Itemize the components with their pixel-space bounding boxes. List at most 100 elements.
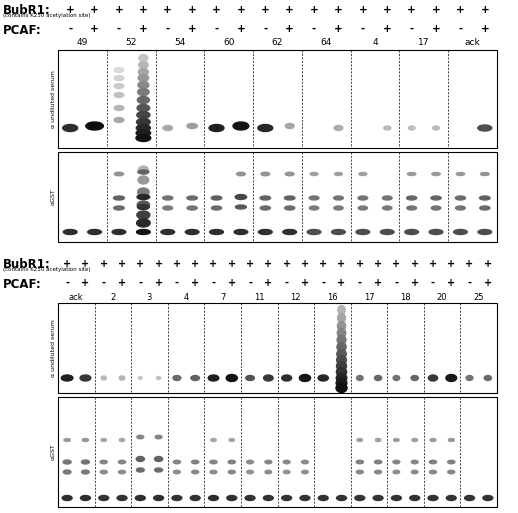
Ellipse shape xyxy=(283,229,296,234)
Text: -: - xyxy=(248,278,252,288)
Text: +: + xyxy=(411,259,419,269)
Ellipse shape xyxy=(336,373,347,383)
Text: 7: 7 xyxy=(220,293,225,302)
Ellipse shape xyxy=(61,375,73,381)
Text: 17: 17 xyxy=(418,38,429,47)
Text: -: - xyxy=(410,24,414,34)
Ellipse shape xyxy=(137,105,150,111)
Ellipse shape xyxy=(187,206,197,210)
Ellipse shape xyxy=(393,460,400,464)
Ellipse shape xyxy=(192,460,199,464)
Ellipse shape xyxy=(375,376,382,381)
Ellipse shape xyxy=(138,176,149,184)
Ellipse shape xyxy=(407,206,416,210)
Text: -: - xyxy=(468,278,471,288)
Ellipse shape xyxy=(309,196,319,200)
Ellipse shape xyxy=(136,134,151,142)
Text: -: - xyxy=(358,278,362,288)
Text: -: - xyxy=(431,278,435,288)
Ellipse shape xyxy=(336,379,347,387)
Ellipse shape xyxy=(480,196,490,200)
Text: (contains K250 acetylation site): (contains K250 acetylation site) xyxy=(3,13,91,18)
Text: +: + xyxy=(374,278,382,288)
Ellipse shape xyxy=(63,470,71,474)
Ellipse shape xyxy=(260,196,270,200)
Text: -: - xyxy=(117,24,121,34)
Ellipse shape xyxy=(136,129,151,136)
Ellipse shape xyxy=(466,376,473,381)
Text: +: + xyxy=(301,259,309,269)
Text: -: - xyxy=(65,278,69,288)
Text: +: + xyxy=(285,24,294,34)
Ellipse shape xyxy=(394,439,399,442)
Ellipse shape xyxy=(478,229,492,234)
Text: 4: 4 xyxy=(183,293,189,302)
Text: +: + xyxy=(431,5,440,15)
Ellipse shape xyxy=(245,496,255,501)
Ellipse shape xyxy=(300,496,310,501)
Text: +: + xyxy=(310,5,319,15)
Text: 3: 3 xyxy=(147,293,152,302)
Text: +: + xyxy=(334,24,343,34)
Ellipse shape xyxy=(412,439,418,442)
Text: 17: 17 xyxy=(364,293,375,302)
Ellipse shape xyxy=(335,172,342,175)
Ellipse shape xyxy=(210,470,217,473)
Ellipse shape xyxy=(80,375,91,381)
Ellipse shape xyxy=(139,62,148,69)
Ellipse shape xyxy=(408,126,415,130)
Text: +: + xyxy=(358,5,367,15)
Bar xyxy=(58,303,497,393)
Ellipse shape xyxy=(119,439,125,442)
Ellipse shape xyxy=(411,460,418,464)
Ellipse shape xyxy=(431,206,441,210)
Text: ack: ack xyxy=(465,38,481,47)
Ellipse shape xyxy=(448,470,455,473)
Ellipse shape xyxy=(309,206,319,210)
Ellipse shape xyxy=(114,117,124,123)
Ellipse shape xyxy=(356,470,363,473)
Ellipse shape xyxy=(138,166,148,174)
Ellipse shape xyxy=(88,229,102,234)
Ellipse shape xyxy=(430,439,436,442)
Text: +: + xyxy=(246,259,254,269)
Ellipse shape xyxy=(285,124,294,128)
Ellipse shape xyxy=(484,376,492,381)
Ellipse shape xyxy=(137,229,150,234)
Ellipse shape xyxy=(173,376,181,381)
Ellipse shape xyxy=(380,229,394,234)
Text: +: + xyxy=(99,259,108,269)
Ellipse shape xyxy=(284,196,295,200)
Text: 4: 4 xyxy=(372,38,378,47)
Text: -: - xyxy=(394,278,398,288)
Text: +: + xyxy=(261,5,270,15)
Text: +: + xyxy=(154,278,163,288)
Text: +: + xyxy=(163,5,172,15)
Ellipse shape xyxy=(155,468,163,472)
Ellipse shape xyxy=(411,376,419,381)
Text: -: - xyxy=(138,278,142,288)
Ellipse shape xyxy=(357,439,363,442)
Text: +: + xyxy=(139,5,148,15)
Ellipse shape xyxy=(336,384,347,392)
Text: +: + xyxy=(356,259,364,269)
Ellipse shape xyxy=(154,457,163,462)
Text: 60: 60 xyxy=(223,38,235,47)
Ellipse shape xyxy=(483,496,493,501)
Ellipse shape xyxy=(338,306,346,314)
Text: +: + xyxy=(337,259,346,269)
Ellipse shape xyxy=(261,172,270,176)
Ellipse shape xyxy=(337,336,346,345)
Text: +: + xyxy=(154,259,163,269)
Text: +: + xyxy=(283,259,291,269)
Text: PCAF:: PCAF: xyxy=(3,24,42,37)
Ellipse shape xyxy=(237,172,246,176)
Ellipse shape xyxy=(114,75,124,81)
Ellipse shape xyxy=(156,377,161,380)
Text: +: + xyxy=(90,5,99,15)
Ellipse shape xyxy=(119,470,125,473)
Ellipse shape xyxy=(356,376,363,381)
Text: +: + xyxy=(392,259,400,269)
Ellipse shape xyxy=(154,496,164,501)
Ellipse shape xyxy=(63,460,71,464)
